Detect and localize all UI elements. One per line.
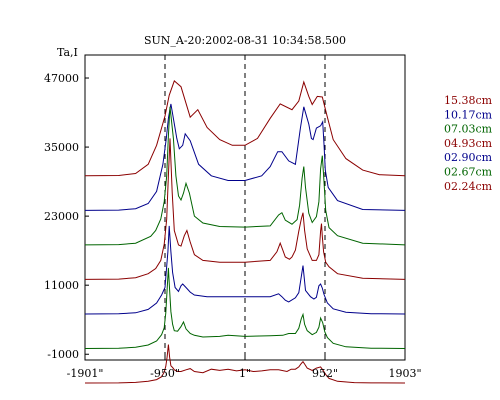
chart-title: SUN_A-20:2002-08-31 10:34:58.500 bbox=[144, 34, 346, 47]
series-line-10.17cm bbox=[84, 103, 406, 211]
x-tick-label: 952" bbox=[312, 367, 338, 380]
legend-entry: 04.93cm bbox=[444, 137, 493, 150]
legend-entry: 02.90cm bbox=[444, 151, 493, 164]
legend-entry: 15.38cm bbox=[444, 94, 493, 107]
y-tick-label: 35000 bbox=[44, 141, 79, 154]
legend-entry: 10.17cm bbox=[444, 108, 493, 121]
series-line-04.93cm bbox=[84, 138, 406, 280]
series-lines bbox=[84, 80, 406, 384]
y-axis-label: Ta,I bbox=[57, 46, 78, 59]
y-tick-label: 23000 bbox=[44, 210, 79, 223]
x-tick-label: -1901" bbox=[67, 367, 104, 380]
series-line-07.03cm bbox=[84, 106, 406, 246]
series-line-02.24cm bbox=[84, 344, 406, 384]
series-line-02.90cm bbox=[84, 225, 406, 315]
x-tick-label: 1" bbox=[239, 367, 251, 380]
series-line-02.67cm bbox=[84, 267, 406, 349]
y-tick-label: -1000 bbox=[47, 348, 79, 361]
legend-entry: 02.24cm bbox=[444, 180, 493, 193]
x-tick-label: -950" bbox=[150, 367, 180, 380]
dashed-reference-lines bbox=[164, 55, 326, 360]
legend-entry: 07.03cm bbox=[444, 123, 493, 136]
y-tick-label: 47000 bbox=[44, 72, 79, 85]
axes: 47000 35000 23000 11000 -1000 -1901" -950" 1" 95… bbox=[44, 72, 422, 380]
y-tick-label: 11000 bbox=[44, 279, 79, 292]
x-tick-label: 1903" bbox=[388, 367, 421, 380]
series-line-15.38cm bbox=[84, 80, 406, 177]
legend-entry: 02.67cm bbox=[444, 166, 493, 179]
